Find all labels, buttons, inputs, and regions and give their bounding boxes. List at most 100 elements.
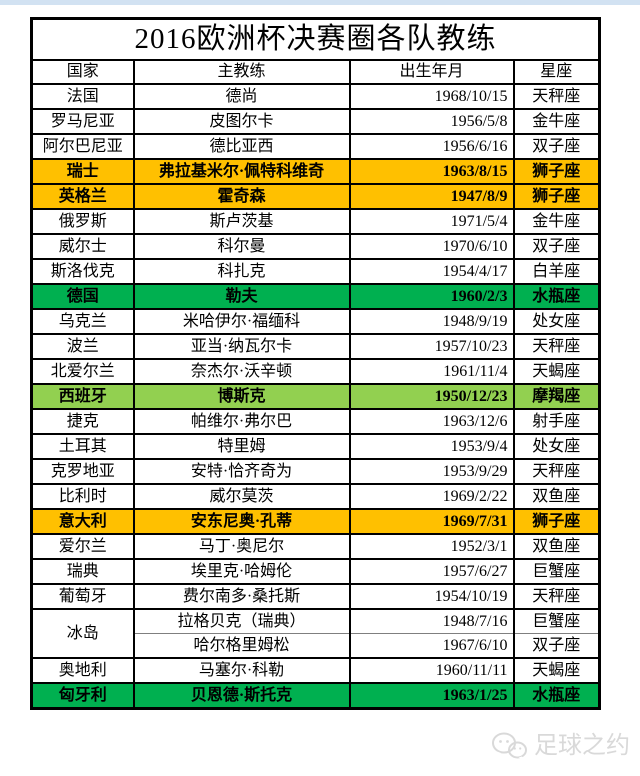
table-row: 克罗地亚 安特·恰齐奇为 1953/9/29 天秤座 (30, 458, 601, 485)
table-row: 冰岛 拉格贝克（瑞典） 1948/7/16 巨蟹座 (30, 608, 601, 659)
cell-zodiac: 处女座 (512, 433, 601, 460)
cell-birthdate: 1948/9/19 (348, 308, 515, 335)
table-row: 西班牙 博斯克 1950/12/23 摩羯座 (30, 383, 601, 410)
cell-birthdate: 1954/4/17 (348, 258, 515, 285)
table-row: 乌克兰 米哈伊尔·福缅科 1948/9/19 处女座 (30, 308, 601, 335)
col-header-birthdate: 出生年月 (348, 59, 515, 85)
cell-country: 英格兰 (30, 183, 135, 210)
cell-birthdate: 1953/9/29 (348, 458, 515, 485)
coaches-table-grid: 2016欧洲杯决赛圈各队教练 国家 主教练 出生年月 星座 法国 德尚 1968/1… (30, 17, 602, 710)
col-header-coach: 主教练 (132, 59, 351, 85)
cell-country: 威尔士 (30, 233, 135, 260)
cell-birthdate: 1960/2/3 (348, 283, 515, 310)
cell-birthdate: 1956/5/8 (348, 108, 515, 135)
cell-birthdate: 1968/10/15 (348, 83, 515, 110)
cell-country: 冰岛 (30, 608, 135, 659)
cell-coach: 哈尔格里姆松 (132, 633, 351, 659)
cell-zodiac: 处女座 (512, 308, 601, 335)
cell-birthdate: 1960/11/11 (348, 657, 515, 684)
cell-country: 瑞典 (30, 558, 135, 585)
cell-birthdate: 1957/10/23 (348, 333, 515, 360)
cell-birthdate: 1948/7/16 (348, 608, 515, 634)
table-row: 阿尔巴尼亚 德比亚西 1956/6/16 双子座 (30, 133, 601, 160)
cell-coach: 埃里克·哈姆伦 (132, 558, 351, 585)
cell-zodiac: 双子座 (512, 133, 601, 160)
cell-country: 匈牙利 (30, 682, 135, 710)
cell-country: 俄罗斯 (30, 208, 135, 235)
table-row: 德国 勒夫 1960/2/3 水瓶座 (30, 283, 601, 310)
table-row: 波兰 亚当·纳瓦尔卡 1957/10/23 天秤座 (30, 333, 601, 360)
table-row: 匈牙利 贝恩德·斯托克 1963/1/25 水瓶座 (30, 682, 601, 710)
table-row: 捷克 帕维尔·弗尔巴 1963/12/6 射手座 (30, 408, 601, 435)
cell-country: 奥地利 (30, 657, 135, 684)
title-row: 2016欧洲杯决赛圈各队教练 (30, 17, 601, 61)
cell-country: 爱尔兰 (30, 533, 135, 560)
cell-coach: 博斯克 (132, 383, 351, 410)
cell-country: 法国 (30, 83, 135, 110)
cell-zodiac: 双鱼座 (512, 483, 601, 510)
cell-country: 捷克 (30, 408, 135, 435)
cell-coach: 亚当·纳瓦尔卡 (132, 333, 351, 360)
cell-birthdate: 1961/11/4 (348, 358, 515, 385)
cell-birthdate: 1967/6/10 (348, 633, 515, 659)
cell-coach: 科尔曼 (132, 233, 351, 260)
cell-birthdate: 1963/12/6 (348, 408, 515, 435)
cell-country: 波兰 (30, 333, 135, 360)
cell-country: 阿尔巴尼亚 (30, 133, 135, 160)
cell-zodiac: 摩羯座 (512, 383, 601, 410)
cell-zodiac: 水瓶座 (512, 283, 601, 310)
cell-zodiac: 双子座 (512, 633, 601, 659)
cell-coach: 勒夫 (132, 283, 351, 310)
watermark-text: 足球之约 (534, 732, 630, 759)
table-row: 意大利 安东尼奥·孔蒂 1969/7/31 狮子座 (30, 508, 601, 535)
table-row: 奥地利 马塞尔·科勒 1960/11/11 天蝎座 (30, 657, 601, 684)
cell-birthdate: 1957/6/27 (348, 558, 515, 585)
cell-coach: 费尔南多·桑托斯 (132, 583, 351, 610)
table-body: 法国 德尚 1968/10/15 天秤座 罗马尼亚 皮图尔卡 1956/5/8 金牛座 阿尔巴尼… (30, 83, 601, 710)
cell-coach: 帕维尔·弗尔巴 (132, 408, 351, 435)
wechat-icon (492, 732, 527, 760)
cell-country: 乌克兰 (30, 308, 135, 335)
header-row: 国家 主教练 出生年月 星座 (30, 59, 601, 85)
cell-birthdate: 1947/8/9 (348, 183, 515, 210)
table-row: 俄罗斯 斯卢茨基 1971/5/4 金牛座 (30, 208, 601, 235)
cell-zodiac: 狮子座 (512, 158, 601, 185)
table-row: 葡萄牙 费尔南多·桑托斯 1954/10/19 天秤座 (30, 583, 601, 610)
cell-birthdate: 1952/3/1 (348, 533, 515, 560)
cell-birthdate: 1950/12/23 (348, 383, 515, 410)
cell-birthdate: 1970/6/10 (348, 233, 515, 260)
cell-coach: 贝恩德·斯托克 (132, 682, 351, 710)
cell-coach: 科扎克 (132, 258, 351, 285)
cell-country: 德国 (30, 283, 135, 310)
cell-zodiac: 天秤座 (512, 83, 601, 110)
cell-country: 瑞士 (30, 158, 135, 185)
cell-country: 斯洛伐克 (30, 258, 135, 285)
table-row: 瑞士 弗拉基米尔·佩特科维奇 1963/8/15 狮子座 (30, 158, 601, 185)
cell-coach: 弗拉基米尔·佩特科维奇 (132, 158, 351, 185)
cell-birthdate: 1953/9/4 (348, 433, 515, 460)
table-row: 罗马尼亚 皮图尔卡 1956/5/8 金牛座 (30, 108, 601, 135)
cell-country: 罗马尼亚 (30, 108, 135, 135)
cell-coach: 德比亚西 (132, 133, 351, 160)
table-row: 比利时 威尔莫茨 1969/2/22 双鱼座 (30, 483, 601, 510)
table-row: 法国 德尚 1968/10/15 天秤座 (30, 83, 601, 110)
table-row: 爱尔兰 马丁·奥尼尔 1952/3/1 双鱼座 (30, 533, 601, 560)
cell-country: 葡萄牙 (30, 583, 135, 610)
cell-zodiac: 金牛座 (512, 108, 601, 135)
cell-coach: 马丁·奥尼尔 (132, 533, 351, 560)
table-row: 斯洛伐克 科扎克 1954/4/17 白羊座 (30, 258, 601, 285)
cell-coach: 拉格贝克（瑞典） (132, 608, 351, 634)
cell-zodiac: 金牛座 (512, 208, 601, 235)
page-top-strip (0, 0, 640, 5)
table-row: 瑞典 埃里克·哈姆伦 1957/6/27 巨蟹座 (30, 558, 601, 585)
cell-zodiac: 白羊座 (512, 258, 601, 285)
cell-zodiac: 双子座 (512, 233, 601, 260)
page-title: 2016欧洲杯决赛圈各队教练 (30, 17, 601, 61)
cell-birthdate: 1969/2/22 (348, 483, 515, 510)
cell-zodiac: 天蝎座 (512, 358, 601, 385)
col-header-country: 国家 (30, 59, 135, 85)
cell-zodiac: 天秤座 (512, 333, 601, 360)
cell-coach: 马塞尔·科勒 (132, 657, 351, 684)
cell-country: 比利时 (30, 483, 135, 510)
cell-coach: 斯卢茨基 (132, 208, 351, 235)
